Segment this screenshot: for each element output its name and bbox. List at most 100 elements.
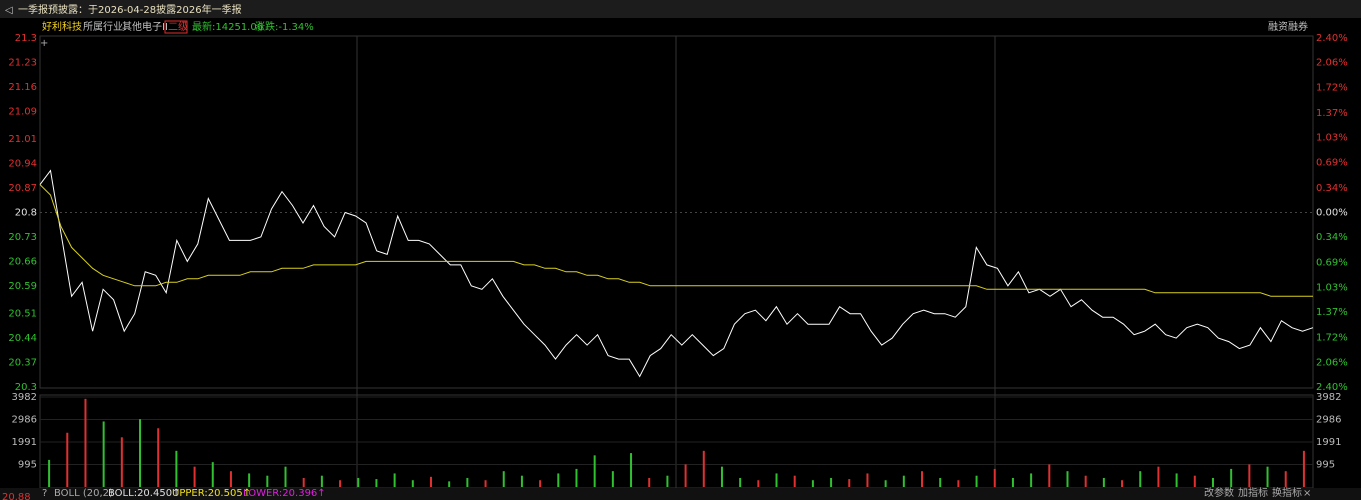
close[interactable]: × xyxy=(1303,488,1311,499)
volume-bar xyxy=(866,473,869,487)
y2-tick-label: 0.00% xyxy=(1316,208,1348,219)
volume-bar xyxy=(1266,466,1269,487)
volume-bar xyxy=(466,477,469,487)
y-tick-label: 20.37 xyxy=(8,358,37,369)
volume-bar xyxy=(902,475,905,487)
y2-tick-label: 2.40% xyxy=(1316,33,1348,44)
button[interactable]: 改参数 xyxy=(1204,486,1234,499)
volume-bar xyxy=(539,480,542,487)
volume-bar xyxy=(193,466,196,487)
volume-bar xyxy=(1211,477,1214,487)
volume-bar xyxy=(1302,450,1305,487)
volume-bar xyxy=(666,475,669,487)
volume-bar xyxy=(1248,464,1251,487)
volume-bar xyxy=(1139,471,1142,487)
volume-bar xyxy=(284,466,287,487)
volume-bar xyxy=(229,471,232,487)
price-line xyxy=(39,169,1314,378)
y2-tick-label: 1.37% xyxy=(1316,108,1348,119)
stock-name: 好利科技 xyxy=(42,20,82,33)
y-tick-label: 21.01 xyxy=(8,134,37,145)
volume-bar xyxy=(830,477,833,487)
boll: BOLL:20.450↑ xyxy=(108,488,180,499)
industry-label: 所属行业: xyxy=(83,20,126,33)
y2-tick-label: 2.06% xyxy=(1316,58,1348,69)
volume-bar xyxy=(448,481,451,487)
y-tick-label: 20.87 xyxy=(8,183,37,194)
y2-tick-label: 2986 xyxy=(1316,415,1341,426)
notice: 一季报预披露：于2026-04-28披露2026年一季报 xyxy=(18,3,242,16)
volume-bar xyxy=(157,428,160,487)
volume-bar xyxy=(1175,473,1178,487)
industry: 其他电子II xyxy=(122,20,168,33)
volume-bar xyxy=(139,419,142,487)
volume-bar xyxy=(175,450,178,487)
volume-bar xyxy=(720,466,723,487)
volume-bar xyxy=(611,471,614,487)
y2-tick-label: 1.03% xyxy=(1316,133,1348,144)
y-tick-label: 20.94 xyxy=(8,159,37,170)
y-tick-label: 20.51 xyxy=(8,309,37,320)
lower: LOWER:20.396↑ xyxy=(243,488,326,499)
price-line xyxy=(39,184,1313,297)
volume-bar xyxy=(921,471,924,487)
margin[interactable]: 融资融券 xyxy=(1268,20,1308,33)
upper: UPPER:20.505↑ xyxy=(172,488,251,499)
volume-bar xyxy=(848,479,851,487)
level: 二级 xyxy=(168,21,188,33)
y2-tick-label: 0.69% xyxy=(1316,258,1348,269)
speaker-icon[interactable]: ◁ xyxy=(5,5,13,16)
volume-bar xyxy=(1048,464,1051,487)
y-tick-label: 1991 xyxy=(12,437,37,448)
volume-bar xyxy=(248,473,251,487)
volume-bar xyxy=(1030,473,1033,487)
indicator: BOLL (20,2) xyxy=(54,488,113,499)
volume-bar xyxy=(339,480,342,487)
y-tick-label: 21.09 xyxy=(8,106,37,117)
y2-tick-label: 1991 xyxy=(1316,437,1341,448)
volume-bar xyxy=(702,450,705,487)
level-box xyxy=(164,20,188,34)
volume-bar xyxy=(84,398,87,487)
volume-bar xyxy=(957,480,960,487)
volume-bar xyxy=(993,468,996,487)
y2-tick-label: 0.34% xyxy=(1316,183,1348,194)
volume-bar xyxy=(1084,475,1087,487)
volume-bar xyxy=(375,479,378,487)
button[interactable]: 换指标 xyxy=(1272,486,1302,499)
volume-bar xyxy=(1011,477,1014,487)
volume-bar xyxy=(393,473,396,487)
volume-bar xyxy=(1230,468,1233,487)
y2-tick-label: 1.72% xyxy=(1316,82,1348,93)
volume-bar xyxy=(1157,466,1160,487)
top-bar xyxy=(0,0,1361,18)
y-tick-label: 20.73 xyxy=(8,232,37,243)
volume-bar xyxy=(211,462,214,487)
volume-bar xyxy=(939,477,942,487)
y2-tick-label: 995 xyxy=(1316,460,1335,471)
volume-bar xyxy=(66,432,69,487)
volume-bar xyxy=(757,480,760,487)
cursor-label: 20.88 xyxy=(2,492,31,500)
help[interactable]: ? xyxy=(42,488,47,499)
volume-bar xyxy=(520,475,523,487)
plus-icon[interactable]: + xyxy=(40,38,48,49)
volume-bar xyxy=(266,475,269,487)
volume-bar xyxy=(320,475,323,487)
y2-tick-label: 0.34% xyxy=(1316,232,1348,243)
change: 涨跌:-1.34% xyxy=(255,20,314,33)
volume-bar xyxy=(357,477,360,487)
volume-bar xyxy=(884,480,887,487)
volume-bar xyxy=(1193,475,1196,487)
volume-bar xyxy=(1066,471,1069,487)
y-tick-label: 20.66 xyxy=(8,256,37,267)
y2-tick-label: 3982 xyxy=(1316,392,1341,403)
volume-bar xyxy=(102,421,105,487)
y2-tick-label: 2.06% xyxy=(1316,357,1348,368)
y2-tick-label: 1.03% xyxy=(1316,282,1348,293)
volume-bar xyxy=(684,464,687,487)
y-tick-label: 20.8 xyxy=(15,208,37,219)
y2-tick-label: 1.72% xyxy=(1316,333,1348,344)
volume-bar xyxy=(739,477,742,487)
button[interactable]: 加指标 xyxy=(1238,486,1268,499)
